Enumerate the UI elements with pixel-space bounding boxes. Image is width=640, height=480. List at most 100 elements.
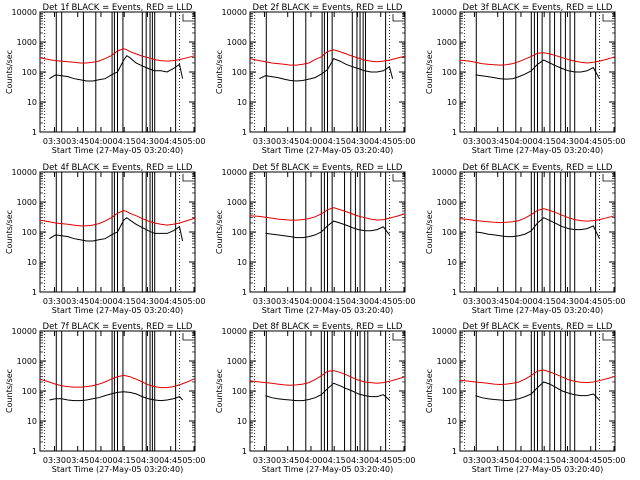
series-line-events xyxy=(259,57,394,82)
y-tick-label: 10 xyxy=(27,98,37,107)
x-tick-label: 04:30 xyxy=(136,297,159,306)
x-tick-label: 04:15 xyxy=(323,137,346,146)
x-tick-label: 03:45 xyxy=(486,456,509,465)
x-tick-label: 04:45 xyxy=(369,456,392,465)
chart-panel: 1 10 100 1000 10000 03:30 03:45 04:00 04:15 04:30… xyxy=(5,3,205,155)
legend-marker xyxy=(602,333,613,341)
x-tick-label: 04:30 xyxy=(556,456,579,465)
y-tick-label: 10 xyxy=(27,417,37,426)
x-tick-label: 04:45 xyxy=(159,137,182,146)
legend-marker xyxy=(392,333,403,341)
x-tick-label: 04:15 xyxy=(533,297,556,306)
y-axis-label: Counts/sec xyxy=(425,210,434,254)
x-tick-label: 03:30 xyxy=(43,137,66,146)
chart-title: Det 8f BLACK = Events, RED = LLD xyxy=(253,322,403,332)
x-tick-label: 04:30 xyxy=(136,456,159,465)
x-tick-label: 04:00 xyxy=(509,137,532,146)
x-axis-label: Start Time (27-May-05 03:20:40) xyxy=(262,146,393,155)
x-tick-label: 04:00 xyxy=(299,456,322,465)
x-tick-label: 03:30 xyxy=(253,297,276,306)
chart-title: Det 9f BLACK = Events, RED = LLD xyxy=(463,322,613,332)
y-axis-label: Counts/sec xyxy=(5,50,14,94)
x-tick-label: 04:45 xyxy=(369,297,392,306)
x-tick-label: 05:00 xyxy=(602,456,625,465)
x-axis-label: Start Time (27-May-05 03:20:40) xyxy=(262,465,393,474)
series-line-lld xyxy=(39,209,196,227)
x-tick-label: 04:15 xyxy=(113,456,136,465)
y-axis-label: Counts/sec xyxy=(425,50,434,94)
x-tick-label: 05:00 xyxy=(182,297,205,306)
x-tick-label: 04:45 xyxy=(369,137,392,146)
x-tick-label: 04:30 xyxy=(346,297,369,306)
x-axis-label: Start Time (27-May-05 03:20:40) xyxy=(52,146,183,155)
y-tick-label: 1000 xyxy=(227,198,247,207)
chart-panel: 1 10 100 1000 10000 03:30 03:45 04:00 04:15 04:30… xyxy=(5,163,205,315)
y-tick-label: 1 xyxy=(452,288,457,297)
y-tick-label: 1 xyxy=(32,288,37,297)
x-tick-label: 05:00 xyxy=(182,456,205,465)
x-tick-label: 04:00 xyxy=(299,137,322,146)
y-tick-label: 1000 xyxy=(17,38,37,47)
x-tick-label: 05:00 xyxy=(602,137,625,146)
legend-marker xyxy=(182,174,193,182)
legend-marker xyxy=(602,174,613,182)
chart-panel: 1 10 100 1000 10000 03:30 03:45 04:00 04:15 04:30… xyxy=(215,3,415,155)
legend-marker xyxy=(602,14,613,22)
x-axis-label: Start Time (27-May-05 03:20:40) xyxy=(472,146,603,155)
x-axis-label: Start Time (27-May-05 03:20:40) xyxy=(262,306,393,315)
y-tick-label: 1000 xyxy=(227,38,247,47)
x-tick-label: 04:15 xyxy=(533,456,556,465)
x-tick-label: 04:15 xyxy=(113,297,136,306)
x-tick-label: 04:30 xyxy=(346,137,369,146)
series-line-lld xyxy=(459,369,616,386)
x-tick-label: 03:30 xyxy=(463,297,486,306)
y-axis-label: Counts/sec xyxy=(425,369,434,413)
y-tick-label: 10000 xyxy=(432,8,457,17)
y-axis-label: Counts/sec xyxy=(215,50,224,94)
chart-title: Det 6f BLACK = Events, RED = LLD xyxy=(463,163,613,173)
x-tick-label: 03:45 xyxy=(66,297,89,306)
chart-title: Det 2f BLACK = Events, RED = LLD xyxy=(253,3,403,13)
x-tick-label: 04:15 xyxy=(323,297,346,306)
x-tick-label: 05:00 xyxy=(392,456,415,465)
series-line-lld xyxy=(249,370,406,386)
y-tick-label: 100 xyxy=(442,387,457,396)
chart-title: Det 1f BLACK = Events, RED = LLD xyxy=(43,3,193,13)
x-tick-label: 03:45 xyxy=(486,297,509,306)
x-axis-label: Start Time (27-May-05 03:20:40) xyxy=(472,465,603,474)
series-line-lld xyxy=(459,52,616,66)
y-tick-label: 1 xyxy=(242,128,247,137)
x-tick-label: 03:30 xyxy=(43,456,66,465)
chart-title: Det 4f BLACK = Events, RED = LLD xyxy=(43,163,193,173)
y-tick-label: 1 xyxy=(452,128,457,137)
x-tick-label: 03:45 xyxy=(276,297,299,306)
y-tick-label: 10000 xyxy=(12,168,37,177)
y-tick-label: 10000 xyxy=(222,8,247,17)
y-tick-label: 100 xyxy=(232,68,247,77)
x-tick-label: 03:45 xyxy=(486,137,509,146)
y-tick-label: 10000 xyxy=(222,327,247,336)
chart-title: Det 7f BLACK = Events, RED = LLD xyxy=(43,322,193,332)
x-tick-label: 03:30 xyxy=(253,456,276,465)
y-tick-label: 10 xyxy=(447,417,457,426)
legend-marker xyxy=(182,333,193,341)
x-tick-label: 04:00 xyxy=(509,456,532,465)
y-tick-label: 10 xyxy=(27,258,37,267)
x-tick-label: 04:45 xyxy=(579,137,602,146)
y-axis-label: Counts/sec xyxy=(215,369,224,413)
y-tick-label: 1 xyxy=(452,447,457,456)
x-tick-label: 04:15 xyxy=(113,137,136,146)
chart-title: Det 3f BLACK = Events, RED = LLD xyxy=(463,3,613,13)
x-tick-label: 05:00 xyxy=(602,297,625,306)
x-tick-label: 04:30 xyxy=(556,137,579,146)
y-axis-label: Counts/sec xyxy=(5,210,14,254)
y-tick-label: 1000 xyxy=(437,198,457,207)
series-line-lld xyxy=(249,49,406,66)
x-tick-label: 04:45 xyxy=(579,297,602,306)
chart-panel: 1 10 100 1000 10000 03:30 03:45 04:00 04:15 04:30… xyxy=(425,3,625,155)
series-line-lld xyxy=(39,374,196,389)
x-tick-label: 05:00 xyxy=(392,297,415,306)
x-tick-label: 04:00 xyxy=(89,297,112,306)
y-tick-label: 1 xyxy=(242,447,247,456)
y-tick-label: 10000 xyxy=(12,327,37,336)
